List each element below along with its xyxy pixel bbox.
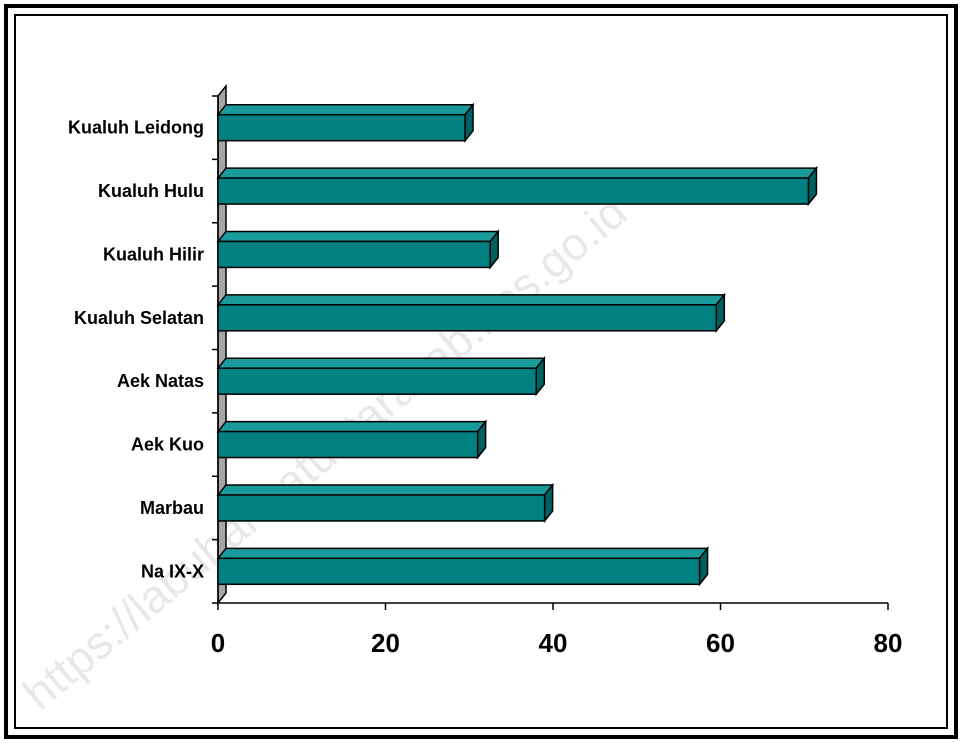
bar [217,240,491,269]
bar [217,430,479,459]
plot-area: 0 20 40 60 80 Kualuh Leidong Kualuh Hulu Kualuh… [68,83,903,658]
category-label: Kualuh Hilir [103,244,204,264]
category-label: Kualuh Leidong [68,118,204,138]
category-label: Kualuh Hulu [98,181,204,201]
x-tick-label: 40 [539,628,568,658]
inner-border [14,14,948,729]
category-label: Na IX-X [141,561,204,581]
bar [217,557,701,586]
bar [217,113,466,142]
bar-top [216,294,726,306]
bar-top [216,103,475,116]
bar-top [216,547,710,560]
axis-wall [217,83,227,606]
bar [217,304,718,332]
bar [217,494,546,522]
bar [217,367,537,395]
x-tick-label: 0 [211,628,225,658]
x-tick-label: 80 [874,628,903,658]
bar-top [216,357,546,369]
x-tick-label: 20 [371,628,400,658]
bar-top [216,420,488,433]
x-tick-label: 60 [706,628,735,658]
bar-top [216,230,500,243]
bar [217,177,810,205]
category-label: Marbau [140,498,204,518]
category-label: Kualuh Selatan [74,308,204,328]
bar-top [216,484,555,496]
category-label: Aek Kuo [131,435,204,455]
bar-top [216,167,818,179]
category-label: Aek Natas [117,371,204,391]
